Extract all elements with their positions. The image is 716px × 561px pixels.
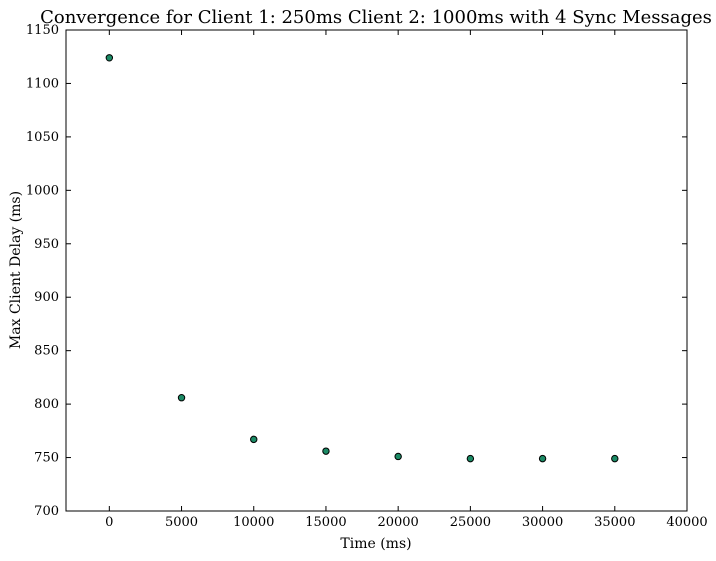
y-tick-label: 700	[34, 504, 59, 519]
y-axis-label: Max Client Delay (ms)	[8, 191, 24, 349]
y-tick-label: 800	[34, 397, 59, 412]
data-point	[322, 447, 330, 455]
chart-title: Convergence for Client 1: 250ms Client 2…	[40, 7, 712, 28]
data-point	[466, 454, 475, 463]
data-point	[250, 435, 258, 444]
y-tick-label: 1100	[26, 76, 59, 91]
x-tick-label: 30000	[522, 515, 563, 530]
x-tick-label: 0	[105, 515, 113, 530]
y-tick-label: 1150	[26, 23, 59, 38]
x-tick-label: 25000	[450, 515, 491, 530]
x-axis-label: Time (ms)	[340, 536, 411, 552]
y-tick-label: 1050	[26, 130, 59, 145]
axis-ticks: 0 5000 10000 15000 20000 25000 30000 35000 40000…	[26, 23, 708, 530]
data-points	[105, 54, 619, 463]
y-tick-label: 900	[34, 290, 59, 305]
data-point	[611, 454, 619, 463]
x-tick-label: 10000	[233, 515, 274, 530]
x-tick-label: 40000	[666, 515, 707, 530]
y-tick-label: 1000	[26, 183, 59, 198]
x-tick-label: 35000	[594, 515, 635, 530]
y-tick-label: 850	[34, 344, 59, 359]
plot-area	[65, 29, 688, 512]
x-tick-label: 15000	[305, 515, 346, 530]
data-point	[177, 393, 186, 402]
data-point	[394, 452, 402, 461]
y-tick-label: 750	[34, 451, 59, 466]
y-tick-label: 950	[34, 237, 59, 252]
data-point	[105, 54, 114, 62]
data-point	[538, 454, 547, 463]
x-tick-label: 5000	[165, 515, 198, 530]
x-tick-label: 20000	[377, 515, 418, 530]
